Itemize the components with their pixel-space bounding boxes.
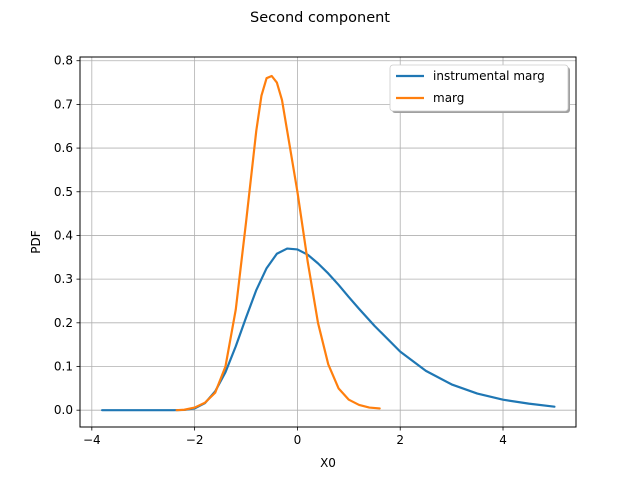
y-axis-label: PDF <box>29 230 43 253</box>
x-tick-label: −4 <box>83 433 101 447</box>
x-tick-label: 2 <box>396 433 404 447</box>
x-axis-label: X0 <box>320 456 336 470</box>
legend-box <box>389 64 569 112</box>
x-tick-label: 4 <box>499 433 507 447</box>
y-tick-label: 0.6 <box>54 141 73 155</box>
y-tick-label: 0.8 <box>54 54 73 68</box>
plot-frame <box>79 56 577 428</box>
x-tick-label: 0 <box>294 433 302 447</box>
axis-ticks: −4 −2 0 2 4 0.0 0.1 0.2 0.3 0.4 0.5 0.6 0.7 0.8 <box>54 54 507 447</box>
legend-label: instrumental marg <box>433 69 545 83</box>
y-tick-label: 0.7 <box>54 97 73 111</box>
y-tick-label: 0.2 <box>54 316 73 330</box>
y-tick-label: 0.0 <box>54 403 73 417</box>
y-tick-label: 0.4 <box>54 228 73 242</box>
legend-label: marg <box>433 91 464 105</box>
y-tick-label: 0.3 <box>54 272 73 286</box>
series-layer <box>101 74 556 412</box>
y-tick-label: 0.5 <box>54 185 73 199</box>
chart-title: Second component <box>250 10 390 26</box>
x-tick-label: −2 <box>186 433 204 447</box>
legend: instrumental marg marg <box>389 64 570 113</box>
series-line-instrumental-marg <box>101 247 556 412</box>
series-line-marg <box>175 74 381 412</box>
y-tick-label: 0.1 <box>54 359 73 373</box>
